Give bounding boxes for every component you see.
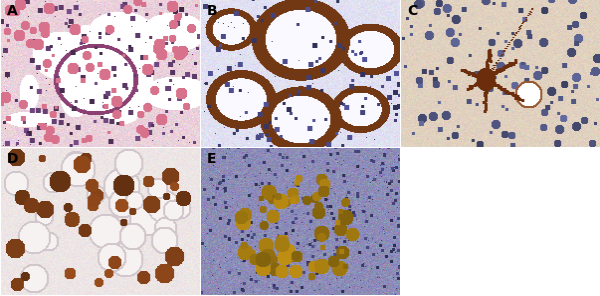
Text: C: C (407, 4, 418, 18)
Text: D: D (7, 152, 19, 166)
Text: B: B (207, 4, 218, 18)
Text: A: A (7, 4, 18, 18)
Text: E: E (207, 152, 217, 166)
